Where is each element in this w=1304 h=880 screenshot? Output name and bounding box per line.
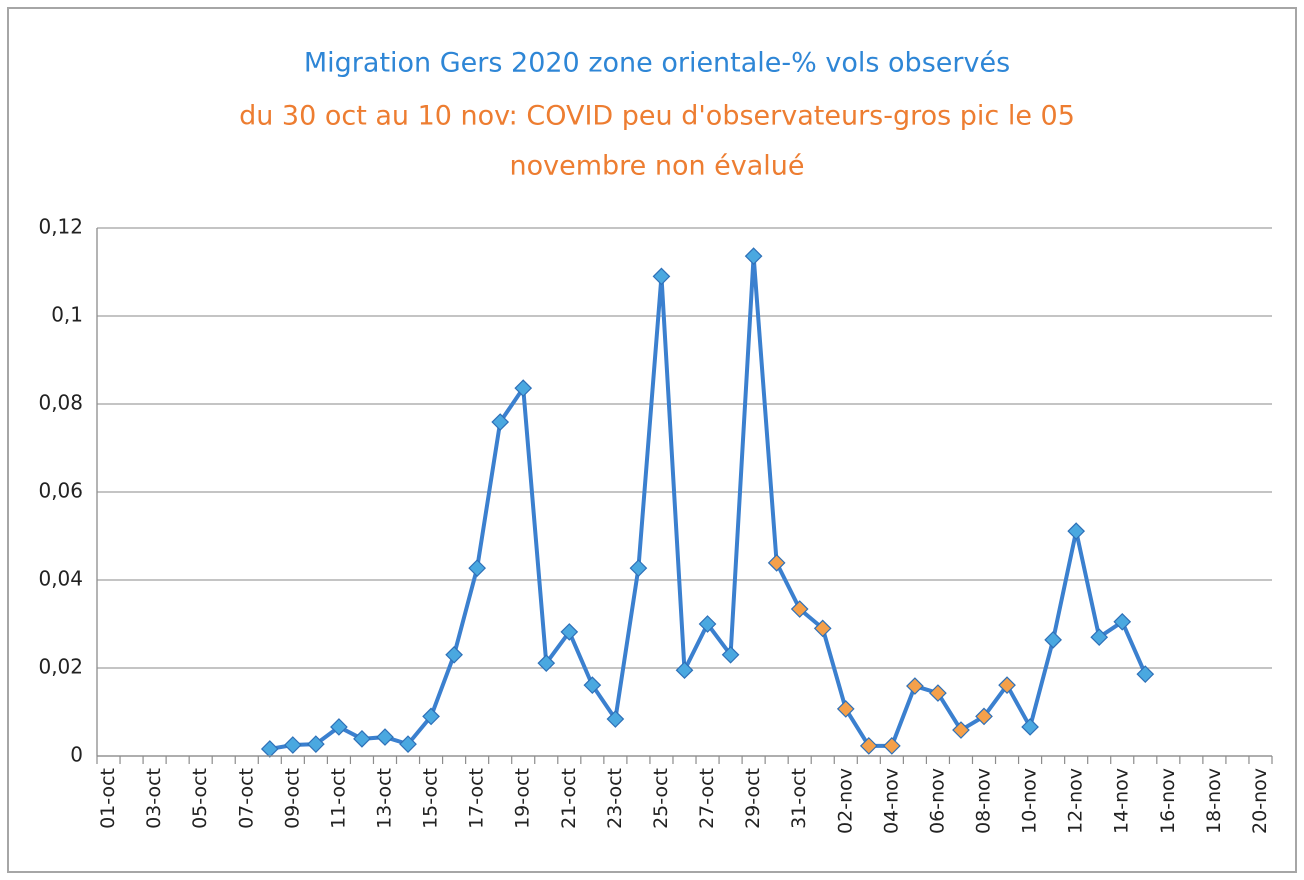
data-point [698, 615, 717, 633]
data-point [1113, 612, 1132, 631]
data-point [583, 676, 602, 695]
x-tick-label: 27-oct [696, 768, 718, 829]
x-tick-label: 13-oct [373, 768, 395, 829]
data-point [998, 676, 1016, 695]
x-tick-label: 16-nov [1157, 768, 1179, 834]
data-point [975, 707, 993, 726]
data-point [491, 413, 510, 431]
x-tick-label: 05-oct [189, 768, 211, 829]
data-point [514, 379, 533, 398]
chart-frame [7, 7, 1297, 873]
x-tick-label: 20-nov [1249, 768, 1271, 834]
data-point [283, 736, 302, 754]
data-point [260, 740, 279, 758]
x-tick-label: 25-oct [650, 768, 672, 829]
y-tick-label: 0 [70, 743, 83, 767]
data-point [721, 645, 740, 664]
data-point [606, 710, 625, 728]
y-tick-label: 0,1 [51, 303, 83, 327]
x-tick-label: 18-nov [1203, 768, 1225, 834]
y-tick-label: 0,12 [38, 215, 83, 239]
data-point [836, 700, 855, 718]
x-tick-label: 02-nov [834, 768, 856, 834]
x-tick-label: 15-oct [420, 768, 442, 829]
x-tick-label: 09-oct [281, 768, 303, 829]
x-tick-label: 04-nov [880, 768, 902, 834]
x-tick-label: 07-oct [235, 768, 257, 829]
data-point [652, 267, 671, 286]
data-point [859, 737, 878, 755]
x-tick-label: 17-oct [466, 768, 488, 829]
data-point [1021, 718, 1039, 736]
y-tick-label: 0,04 [38, 567, 83, 591]
x-tick-label: 31-oct [788, 768, 810, 829]
data-point [790, 600, 809, 618]
data-point [629, 559, 648, 577]
data-point [952, 721, 970, 739]
chart-title: Migration Gers 2020 zone orientale-% vol… [304, 48, 1010, 79]
data-point [560, 623, 579, 641]
x-tick-label: 12-nov [1065, 768, 1087, 834]
x-tick-label: 08-nov [973, 768, 995, 834]
y-tick-label: 0,08 [38, 391, 83, 415]
data-point [445, 645, 463, 664]
data-point [1067, 522, 1086, 541]
data-point [883, 737, 901, 755]
x-tick-label: 01-oct [97, 768, 119, 829]
data-point [537, 654, 556, 673]
data-point [675, 661, 694, 680]
data-point [1044, 630, 1062, 649]
x-tick-label: 19-oct [512, 768, 534, 829]
data-point [1090, 628, 1109, 647]
data-point [744, 247, 763, 266]
data-point [1136, 665, 1155, 684]
data-point [422, 707, 440, 726]
data-point [468, 559, 486, 577]
x-tick-label: 29-oct [742, 768, 764, 829]
y-tick-label: 0,02 [38, 655, 83, 679]
x-tick-label: 21-oct [558, 768, 580, 829]
x-tick-label: 11-oct [327, 768, 349, 829]
data-point [353, 729, 371, 748]
chart-subtitle: du 30 oct au 10 nov: COVID peu d'observa… [239, 101, 1075, 132]
data-point [767, 553, 786, 572]
data-point [906, 677, 924, 695]
x-tick-label: 23-oct [604, 768, 626, 829]
y-tick-label: 0,06 [38, 479, 83, 503]
x-tick-label: 03-oct [143, 768, 165, 829]
chart-subtitle: novembre non évalué [509, 151, 804, 182]
data-point [813, 619, 832, 638]
x-tick-label: 06-nov [926, 768, 948, 834]
data-point [330, 718, 348, 736]
data-point [376, 728, 394, 746]
x-tick-label: 10-nov [1019, 768, 1041, 834]
x-tick-label: 14-nov [1111, 768, 1133, 834]
data-point [307, 735, 325, 753]
data-point [399, 735, 417, 753]
data-point [929, 684, 947, 702]
